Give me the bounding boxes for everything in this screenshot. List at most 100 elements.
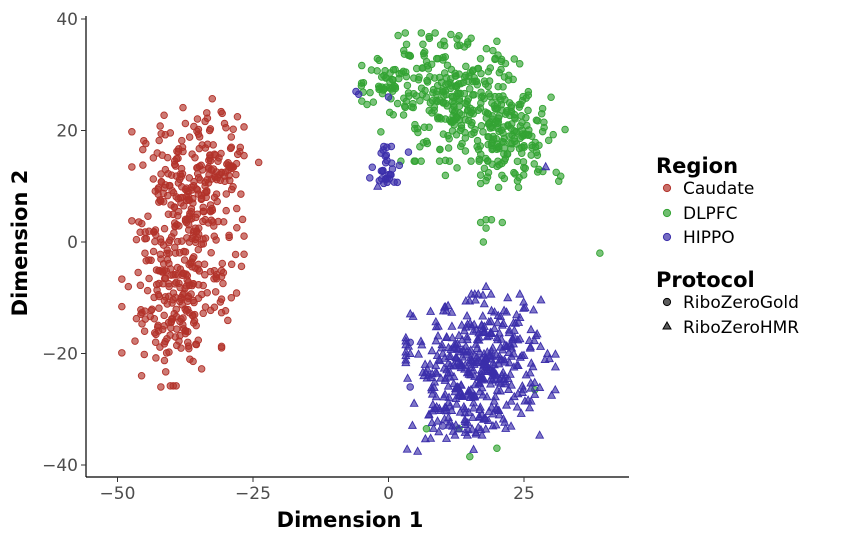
data-point-dlpfc bbox=[497, 55, 506, 64]
data-point-caudate bbox=[132, 235, 141, 244]
x-tick-label: 25 bbox=[513, 484, 535, 504]
data-point-caudate bbox=[199, 309, 207, 318]
data-point-caudate bbox=[171, 270, 179, 279]
data-point-hippo bbox=[486, 351, 496, 360]
data-point-dlpfc bbox=[549, 130, 557, 139]
data-point-dlpfc bbox=[399, 67, 408, 76]
data-point-dlpfc bbox=[500, 174, 509, 183]
data-point-hippo bbox=[406, 383, 414, 391]
data-point-dlpfc bbox=[416, 97, 424, 105]
y-tick-label: −40 bbox=[42, 456, 78, 476]
data-point-caudate bbox=[209, 141, 217, 149]
data-point-caudate bbox=[206, 201, 215, 209]
data-point-caudate bbox=[217, 168, 226, 177]
data-point-hippo bbox=[486, 345, 496, 355]
data-point-dlpfc bbox=[489, 135, 498, 144]
data-point-dlpfc bbox=[512, 128, 520, 136]
data-point-dlpfc bbox=[358, 97, 366, 105]
data-point-caudate bbox=[134, 268, 142, 277]
data-point-caudate bbox=[194, 190, 203, 198]
data-point-caudate bbox=[222, 123, 230, 132]
data-point-hippo bbox=[535, 382, 545, 391]
data-point-caudate bbox=[192, 228, 200, 236]
data-point-hippo bbox=[427, 389, 437, 398]
data-point-hippo bbox=[436, 373, 446, 382]
data-point-dlpfc bbox=[403, 81, 412, 90]
data-point-hippo bbox=[379, 146, 387, 154]
data-point-caudate bbox=[152, 354, 160, 362]
data-point-dlpfc bbox=[495, 92, 503, 101]
data-point-hippo bbox=[462, 311, 472, 320]
data-point-caudate bbox=[185, 174, 194, 182]
data-point-hippo bbox=[494, 410, 504, 419]
y-tick-label: 0 bbox=[67, 233, 78, 253]
data-point-hippo bbox=[478, 311, 488, 320]
data-point-caudate bbox=[214, 157, 222, 165]
data-point-caudate bbox=[174, 147, 183, 156]
data-point-caudate bbox=[227, 294, 236, 302]
data-point-dlpfc bbox=[510, 55, 519, 63]
data-point-caudate bbox=[170, 203, 179, 212]
data-point-dlpfc bbox=[493, 444, 501, 453]
data-point-caudate bbox=[157, 383, 165, 391]
data-point-dlpfc bbox=[476, 54, 485, 63]
data-point-dlpfc bbox=[487, 215, 496, 224]
data-point-hippo bbox=[473, 422, 483, 431]
data-point-hippo bbox=[515, 333, 525, 343]
data-point-caudate bbox=[218, 259, 227, 268]
data-point-dlpfc bbox=[499, 129, 507, 137]
data-point-hippo bbox=[480, 354, 490, 364]
data-point-hippo bbox=[526, 396, 536, 405]
data-point-dlpfc bbox=[404, 89, 413, 97]
data-point-dlpfc bbox=[538, 127, 547, 136]
data-point-dlpfc bbox=[423, 78, 432, 86]
data-point-caudate bbox=[161, 368, 170, 376]
data-point-hippo bbox=[441, 306, 451, 315]
data-point-hippo bbox=[513, 388, 523, 398]
data-point-dlpfc bbox=[515, 103, 524, 111]
data-point-caudate bbox=[174, 194, 182, 203]
data-point-caudate bbox=[185, 133, 194, 141]
data-point-caudate bbox=[225, 233, 233, 242]
data-point-caudate bbox=[200, 208, 208, 216]
data-point-caudate bbox=[224, 316, 232, 325]
data-point-caudate bbox=[157, 170, 165, 178]
data-point-hippo bbox=[487, 402, 497, 411]
data-point-caudate bbox=[177, 172, 186, 181]
data-point-hippo bbox=[448, 426, 458, 435]
data-point-dlpfc bbox=[485, 77, 494, 85]
data-point-dlpfc bbox=[505, 132, 513, 140]
data-point-dlpfc bbox=[518, 132, 526, 141]
data-point-hippo bbox=[452, 399, 462, 408]
legend-label-caudate: Caudate bbox=[683, 179, 754, 199]
data-point-caudate bbox=[178, 143, 187, 151]
data-point-caudate bbox=[194, 130, 203, 138]
data-point-dlpfc bbox=[514, 183, 523, 192]
data-point-caudate bbox=[155, 292, 163, 301]
data-point-caudate bbox=[188, 254, 197, 263]
data-point-caudate bbox=[188, 150, 196, 158]
data-point-caudate bbox=[141, 307, 149, 315]
data-point-dlpfc bbox=[596, 249, 604, 257]
data-point-hippo bbox=[466, 289, 476, 298]
data-point-hippo bbox=[403, 373, 413, 382]
data-point-caudate bbox=[240, 250, 248, 258]
data-point-dlpfc bbox=[515, 173, 523, 182]
data-point-caudate bbox=[219, 218, 228, 226]
data-point-hippo bbox=[426, 306, 436, 315]
data-point-caudate bbox=[155, 136, 163, 145]
data-point-caudate bbox=[211, 151, 220, 159]
data-point-dlpfc bbox=[400, 46, 408, 55]
data-point-caudate bbox=[237, 190, 245, 198]
data-point-hippo bbox=[490, 391, 500, 401]
data-point-hippo bbox=[515, 289, 525, 298]
data-point-caudate bbox=[160, 111, 168, 120]
data-point-hippo bbox=[505, 339, 515, 348]
data-point-dlpfc bbox=[474, 145, 483, 154]
data-point-hippo bbox=[484, 406, 494, 415]
data-point-dlpfc bbox=[461, 147, 470, 155]
data-point-dlpfc bbox=[420, 52, 428, 60]
legend-key-dlpfc bbox=[662, 208, 672, 218]
data-point-dlpfc bbox=[480, 164, 489, 173]
